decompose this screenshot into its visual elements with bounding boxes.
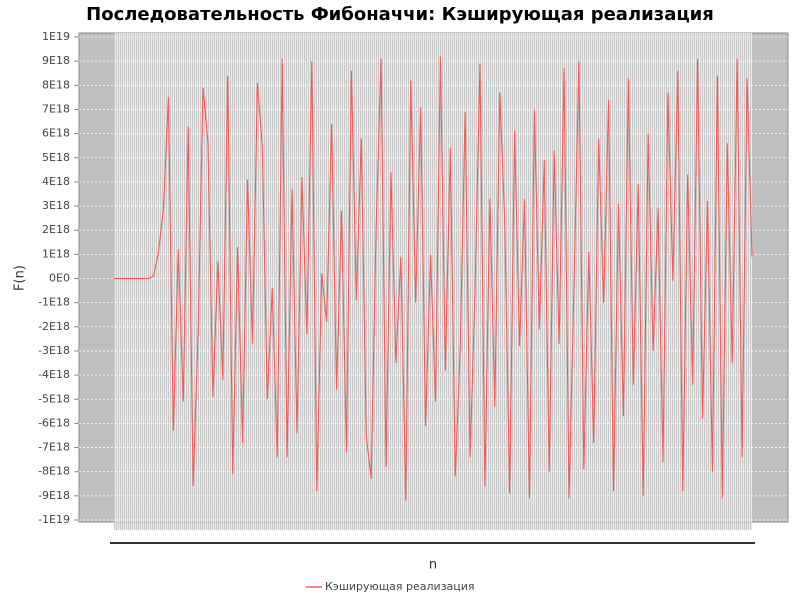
- y-tick-label: -2E18: [38, 320, 70, 333]
- y-tick-label: -1E19: [38, 513, 70, 526]
- x-axis-label: n: [429, 558, 437, 573]
- legend: Кэширующая реализация: [306, 580, 475, 593]
- y-tick-label: -5E18: [38, 392, 70, 405]
- y-tick-label: -1E18: [38, 296, 70, 309]
- y-tick-label: -7E18: [38, 441, 70, 454]
- y-tick-label: 5E18: [42, 151, 70, 164]
- y-tick-label: 6E18: [42, 127, 70, 140]
- y-tick-label: 7E18: [42, 102, 70, 115]
- y-tick-label: -8E18: [38, 465, 70, 478]
- y-tick-label: 0E0: [49, 272, 70, 285]
- y-axis-label: F(n): [13, 265, 28, 291]
- y-tick-label: 9E18: [42, 54, 70, 67]
- y-tick-label: 1E18: [42, 247, 70, 260]
- y-tick-label: -9E18: [38, 489, 70, 502]
- category-grid: [114, 33, 752, 522]
- series-line: [114, 56, 753, 501]
- y-tick-label: -3E18: [38, 344, 70, 357]
- chart-title: Последовательность Фибоначчи: Кэширующая…: [86, 4, 714, 25]
- y-tick-label: 4E18: [42, 175, 70, 188]
- x-tick-band: [114, 523, 752, 530]
- y-tick-label: 3E18: [42, 199, 70, 212]
- y-tick-label: 2E18: [42, 223, 70, 236]
- y-tick-label: -4E18: [38, 368, 70, 381]
- y-tick-label: 8E18: [42, 78, 70, 91]
- y-tick-label: 1E19: [42, 30, 70, 43]
- legend-label: Кэширующая реализация: [325, 580, 475, 593]
- y-tick-label: -6E18: [38, 416, 70, 429]
